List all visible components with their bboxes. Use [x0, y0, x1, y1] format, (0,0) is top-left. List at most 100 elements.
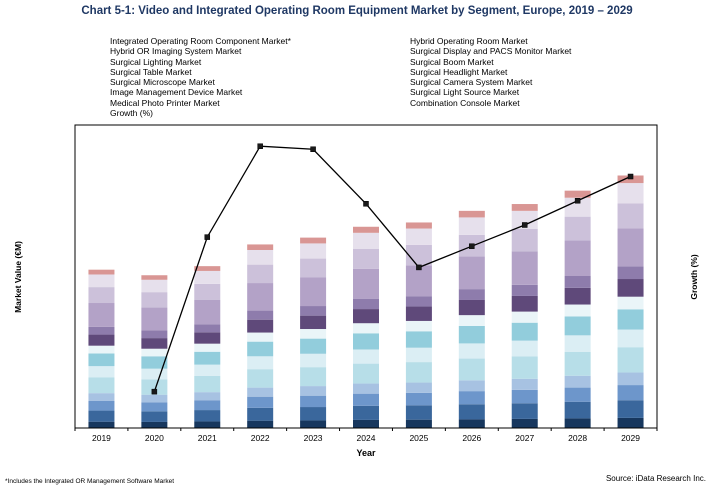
bar-segment: [247, 341, 274, 357]
plot-frame: [74, 124, 658, 429]
bar-segment: [141, 330, 168, 339]
bar-segment: [564, 304, 591, 317]
bar-segment: [194, 299, 221, 325]
bar-segment: [405, 296, 432, 307]
bar-segment: [458, 358, 485, 381]
bar-segment: [353, 333, 379, 350]
bar-segment: [88, 366, 115, 378]
legend-item: Hybrid OR Imaging System Market: [110, 46, 242, 57]
bar-segment: [617, 203, 644, 229]
bar-segment: [458, 217, 485, 235]
chart-footnote: *Includes the Integrated OR Management S…: [5, 478, 175, 485]
bar-segment: [564, 375, 591, 388]
bar-segment: [405, 320, 432, 332]
legend-column-right: Hybrid Operating Room Market Surgical Dis…: [410, 36, 571, 108]
bar-segment: [88, 287, 115, 304]
growth-marker: [257, 143, 263, 149]
bar-segment: [511, 340, 538, 357]
bar-segment: [405, 405, 432, 420]
bar-segment: [617, 372, 644, 386]
bar-segment: [247, 283, 274, 311]
x-tick-label: 2029: [621, 433, 640, 443]
bar-segment: [88, 421, 115, 428]
bar-segment: [617, 347, 644, 373]
bar-segment: [247, 356, 274, 370]
bar-segment: [247, 310, 274, 320]
bar-segment: [353, 419, 379, 428]
bar-segment: [300, 258, 327, 278]
legend-item: Surgical Microscope Market: [110, 77, 215, 88]
bar-segment: [194, 351, 221, 365]
growth-marker: [151, 388, 158, 395]
bar-segment: [511, 403, 538, 419]
bar-segment: [247, 420, 274, 428]
bar-segment: [405, 392, 432, 406]
legend-item: Hybrid Operating Room Market: [410, 36, 528, 46]
bar-segment: [300, 407, 327, 421]
bar-segment: [353, 393, 379, 406]
x-tick-label: 2028: [568, 433, 587, 443]
bar-segment: [353, 323, 379, 334]
bar-segment: [405, 362, 432, 383]
bar-segment: [564, 275, 591, 288]
chart-source: Source: iData Research Inc.: [605, 474, 706, 483]
bar-segment: [300, 420, 327, 428]
bar-segment: [353, 349, 379, 364]
growth-marker: [363, 201, 369, 207]
bar-segment: [405, 244, 432, 266]
bar-segment: [88, 353, 115, 367]
legend-item: Surgical Lighting Market: [110, 56, 202, 67]
bar-segment: [88, 345, 115, 354]
bar-segment: [194, 364, 221, 376]
bar-segment: [141, 338, 168, 349]
bar-segment: [405, 265, 432, 297]
bar-segment: [247, 332, 274, 342]
bar-segment: [617, 296, 644, 310]
bar-segment: [458, 419, 485, 428]
bar-segment: [141, 402, 168, 412]
legend-column-left: Integrated Operating Room Component Mark…: [110, 36, 291, 118]
x-tick-label: 2026: [462, 433, 481, 443]
bar-segment: [564, 190, 591, 198]
bar-segment: [458, 256, 485, 290]
bar-segment: [617, 228, 644, 267]
legend-item: Surgical Camera System Market: [410, 77, 533, 88]
y-axis-label-right: Growth (%): [689, 254, 699, 300]
x-tick-label: 2025: [409, 433, 428, 443]
bar-segment: [300, 306, 327, 316]
growth-marker: [574, 198, 581, 204]
bar-segment: [300, 243, 327, 259]
bar-segment: [511, 378, 538, 390]
bar-segment: [194, 410, 221, 422]
bar-segment: [405, 228, 432, 245]
legend-item: Surgical Display and PACS Monitor Market: [410, 46, 572, 57]
bar-segment: [141, 411, 168, 422]
bar-segment: [511, 311, 538, 323]
x-tick-label: 2020: [145, 433, 164, 443]
bar-segment: [458, 391, 485, 405]
growth-marker: [627, 173, 634, 180]
legend-item: Image Management Device Market: [110, 87, 243, 98]
bar-segment: [511, 210, 538, 229]
bar-segment: [88, 410, 115, 422]
bar-segment: [564, 216, 591, 241]
bar-segment: [141, 421, 168, 428]
bar-segment: [141, 379, 168, 395]
bar-segment: [194, 324, 221, 333]
y-axis-label-left: Market Value (€M): [13, 241, 23, 313]
bar-segment: [353, 309, 379, 324]
x-tick-label: 2019: [92, 433, 111, 443]
bar-segment: [247, 264, 274, 284]
bar-segment: [405, 306, 432, 321]
bar-segment: [511, 228, 538, 252]
bar-segment: [300, 367, 327, 387]
bar-segment: [405, 222, 432, 229]
growth-line: [153, 145, 631, 392]
bar-segment: [300, 237, 327, 244]
bar-segment: [617, 385, 644, 401]
bar-segment: [458, 404, 485, 420]
bar-segment: [141, 279, 168, 293]
legend-item: Integrated Operating Room Component Mark…: [110, 36, 291, 46]
bar-segment: [141, 368, 168, 380]
legend-item: Surgical Boom Market: [410, 56, 494, 67]
